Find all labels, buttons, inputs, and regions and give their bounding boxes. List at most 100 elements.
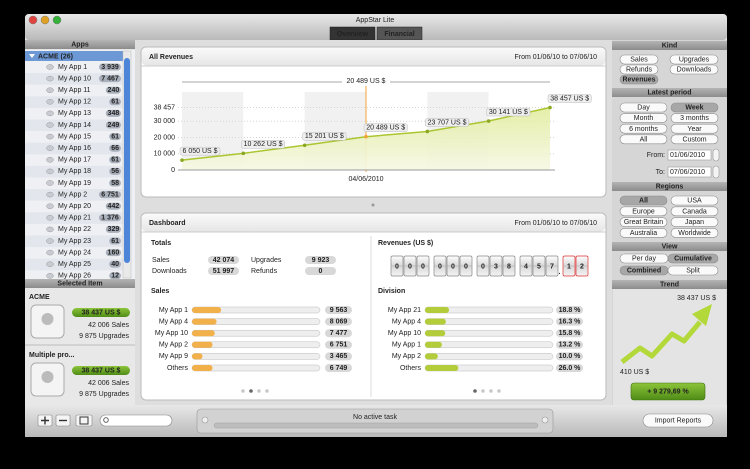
toggle-label[interactable]: Refunds: [626, 67, 653, 74]
toggle-label[interactable]: Europe: [632, 208, 655, 215]
toggle-button[interactable]: [669, 64, 719, 75]
app-name[interactable]: My App 20: [58, 203, 91, 210]
page-dot[interactable]: [497, 389, 501, 393]
task-icon[interactable]: [201, 416, 209, 424]
toggle-label[interactable]: Worldwide: [678, 230, 711, 237]
toggle-button[interactable]: [619, 102, 668, 113]
page-dot[interactable]: [489, 389, 493, 393]
toggle-label[interactable]: Week: [685, 105, 703, 112]
app-name[interactable]: My App 16: [58, 145, 91, 152]
toggle-label[interactable]: Per day: [632, 256, 657, 263]
toggle-label[interactable]: USA: [687, 198, 702, 205]
toggle-button[interactable]: [670, 102, 719, 113]
app-name[interactable]: My App 24: [58, 249, 91, 256]
toggle-label[interactable]: Upgrades: [679, 57, 710, 64]
date-stepper[interactable]: [712, 148, 720, 162]
page-dot[interactable]: [473, 389, 477, 393]
toggle-label[interactable]: 3 months: [680, 115, 709, 122]
app-name[interactable]: My App 21: [58, 215, 91, 222]
selected-row[interactable]: [25, 51, 123, 61]
app-name[interactable]: My App 18: [58, 168, 91, 175]
app-name[interactable]: My App 22: [58, 226, 91, 233]
toggle-button[interactable]: [619, 113, 668, 123]
toggle-button[interactable]: [619, 123, 668, 134]
group-label[interactable]: ACME (26): [38, 53, 73, 60]
app-name[interactable]: My App 25: [58, 261, 91, 268]
toggle-label[interactable]: Cumulative: [674, 256, 712, 263]
app-name[interactable]: My App 23: [58, 238, 91, 245]
toggle-button[interactable]: [670, 195, 719, 206]
toggle-button[interactable]: [619, 228, 668, 238]
tab-label[interactable]: Overview: [337, 31, 369, 38]
page-dot[interactable]: [241, 389, 245, 393]
toggle-label[interactable]: All: [640, 136, 648, 143]
window-button[interactable]: [52, 15, 62, 25]
app-icon: [46, 226, 54, 233]
toggle-label[interactable]: Sales: [630, 57, 648, 64]
toggle-button[interactable]: [619, 195, 668, 206]
app-name[interactable]: My App 17: [58, 157, 91, 164]
page-dot[interactable]: [249, 389, 253, 393]
toggle-label[interactable]: Month: [634, 115, 654, 122]
toggle-label[interactable]: Australia: [630, 230, 657, 237]
app-count: 160: [108, 249, 120, 256]
toggle-button[interactable]: [669, 54, 719, 65]
toggle-label[interactable]: Year: [687, 126, 702, 133]
toggle-label[interactable]: 6 months: [629, 126, 658, 133]
app-name[interactable]: My App 2: [58, 191, 87, 198]
toggle-label[interactable]: Combined: [627, 268, 661, 275]
page-dot[interactable]: [481, 389, 485, 393]
import-button[interactable]: [642, 413, 714, 428]
toggle-button[interactable]: [619, 74, 659, 85]
window-title: AppStar Lite: [356, 17, 395, 24]
window-button[interactable]: [28, 15, 38, 25]
app-name[interactable]: My App 26: [58, 273, 91, 280]
app-name[interactable]: My App 19: [58, 180, 91, 187]
toggle-label[interactable]: Canada: [682, 208, 707, 215]
window-button[interactable]: [40, 15, 50, 25]
toggle-button[interactable]: [667, 265, 719, 276]
app-name[interactable]: My App 13: [58, 110, 91, 117]
toggle-button[interactable]: [670, 228, 719, 238]
toggle-button[interactable]: [670, 217, 719, 227]
scrollbar-thumb[interactable]: [124, 58, 130, 263]
toggle-button[interactable]: [619, 134, 668, 145]
toggle-label[interactable]: Revenues: [622, 77, 655, 84]
toggle-label[interactable]: Split: [686, 268, 700, 275]
toggle-button[interactable]: [619, 64, 659, 75]
date-value[interactable]: 01/06/2010: [670, 152, 705, 159]
app-row: [25, 73, 123, 85]
bar-value-badge: [556, 329, 583, 338]
toggle-label[interactable]: Day: [637, 105, 650, 112]
date-field[interactable]: [667, 149, 712, 161]
app-name[interactable]: My App 12: [58, 99, 91, 106]
toggle-button[interactable]: [670, 113, 719, 123]
app-name[interactable]: My App 1: [58, 64, 87, 71]
app-name[interactable]: My App 10: [58, 75, 91, 82]
toggle-label[interactable]: Downloads: [677, 67, 712, 74]
search-field[interactable]: [99, 414, 173, 427]
toggle-button[interactable]: [667, 253, 719, 264]
toggle-button[interactable]: [670, 206, 719, 217]
app-name[interactable]: My App 11: [58, 87, 91, 94]
toggle-button[interactable]: [619, 206, 668, 217]
toggle-label[interactable]: Great Britain: [624, 219, 663, 226]
toggle-label[interactable]: All: [639, 198, 648, 205]
task-icon[interactable]: [541, 416, 549, 424]
app-name[interactable]: My App 14: [58, 122, 91, 129]
app-name[interactable]: My App 15: [58, 133, 91, 140]
toggle-label[interactable]: Japan: [685, 219, 704, 226]
toggle-button[interactable]: [619, 54, 659, 65]
tab-label[interactable]: Financial: [384, 31, 414, 38]
toggle-button[interactable]: [670, 134, 719, 145]
toggle-button[interactable]: [619, 217, 668, 227]
date-field[interactable]: [667, 166, 712, 178]
page-dot[interactable]: [257, 389, 261, 393]
toggle-label[interactable]: Custom: [682, 136, 706, 143]
import-button-label[interactable]: Import Reports: [655, 418, 702, 425]
toggle-button[interactable]: [670, 123, 719, 134]
date-value[interactable]: 07/06/2010: [670, 169, 705, 176]
bar-value-badge: [556, 352, 583, 361]
date-stepper[interactable]: [712, 165, 720, 179]
page-dot[interactable]: [265, 389, 269, 393]
